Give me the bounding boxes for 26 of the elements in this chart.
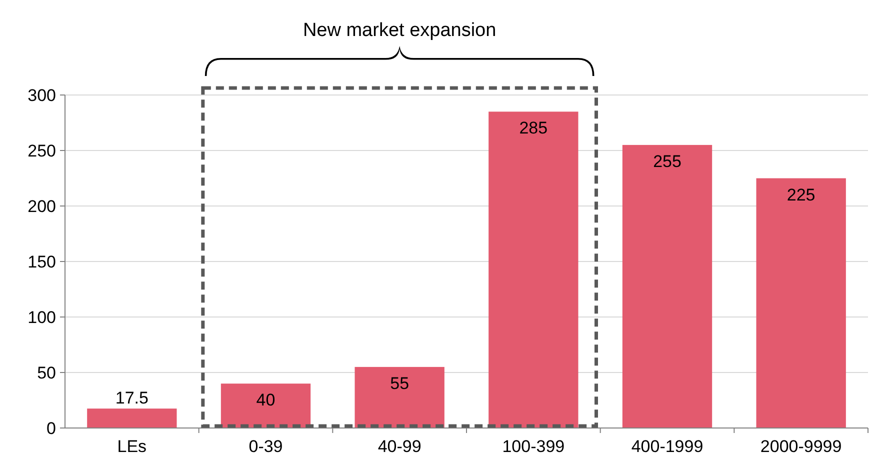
x-tick-label: 40-99 bbox=[378, 437, 422, 456]
bar bbox=[756, 178, 846, 428]
data-label: 40 bbox=[256, 390, 276, 410]
data-label: 17.5 bbox=[115, 388, 148, 408]
bar bbox=[488, 112, 578, 428]
x-tick-label: 0-39 bbox=[248, 437, 283, 456]
data-label: 255 bbox=[653, 152, 682, 171]
x-tick-label: LEs bbox=[117, 437, 147, 456]
data-label: 225 bbox=[786, 185, 816, 204]
bar bbox=[622, 144, 712, 428]
y-tick-label: 300 bbox=[28, 86, 56, 105]
y-tick-label: 250 bbox=[28, 141, 56, 160]
bar bbox=[87, 408, 177, 428]
y-tick-label: 200 bbox=[28, 196, 56, 216]
y-tick-label: 100 bbox=[28, 308, 56, 327]
bar bbox=[220, 384, 311, 428]
y-tick-label: 0 bbox=[46, 418, 56, 438]
y-tick-label: 50 bbox=[37, 363, 56, 382]
x-tick-label: 2000-9999 bbox=[760, 437, 842, 456]
data-label: 55 bbox=[390, 374, 410, 393]
x-tick-label: 400-1999 bbox=[631, 437, 704, 456]
x-tick-label: 100-399 bbox=[502, 437, 565, 456]
text: New market expansion bbox=[302, 20, 496, 41]
data-label: 285 bbox=[519, 118, 548, 138]
y-tick-label: 150 bbox=[28, 252, 56, 272]
bar bbox=[354, 366, 444, 428]
